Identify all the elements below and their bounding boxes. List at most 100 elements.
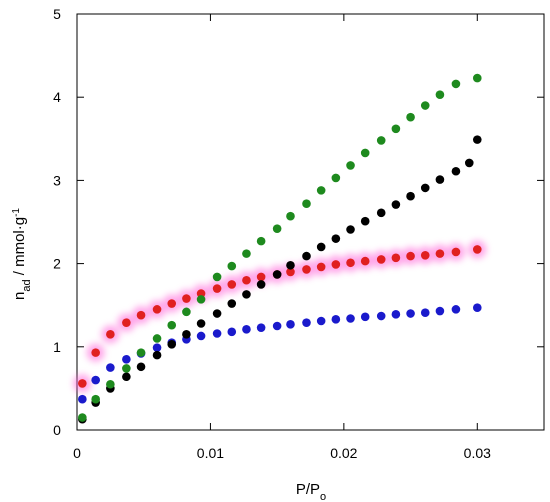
series-2-point <box>435 306 445 316</box>
series-4-point <box>286 211 295 221</box>
series-2-point <box>391 310 401 319</box>
series-2-point <box>152 343 162 352</box>
y-axis-title: nad / mmol·g-1 <box>11 208 34 300</box>
series-2-point <box>406 309 415 318</box>
series-4-point <box>360 148 370 158</box>
series-2-point <box>420 308 430 317</box>
series-4-point <box>302 199 311 208</box>
series-4-point <box>152 334 162 343</box>
plot-frame <box>76 13 545 431</box>
series-4-point <box>272 224 282 233</box>
x-tick-label: 0.01 <box>197 445 224 461</box>
y-tick-label: 4 <box>53 89 61 105</box>
series-1-point <box>152 305 162 314</box>
series-4-point <box>227 261 237 271</box>
series-4-point <box>242 249 251 258</box>
data-points-layer <box>78 73 482 424</box>
series-4-point <box>346 161 355 170</box>
series-4-point <box>136 348 146 357</box>
series-1-point <box>256 272 266 282</box>
series-4-point <box>316 186 326 195</box>
series-1-point <box>286 267 295 277</box>
series-3-point <box>464 158 474 168</box>
series-3-point <box>346 225 355 234</box>
x-tick-label: 0.03 <box>464 445 491 461</box>
series-4-point <box>182 307 191 317</box>
series-3-point <box>122 372 131 382</box>
series-2-point <box>91 375 100 385</box>
series-2-point <box>78 394 87 404</box>
series-2-point <box>272 321 282 331</box>
series-4-point <box>435 90 445 100</box>
series-3-point <box>242 290 251 299</box>
series-2-point <box>106 363 115 372</box>
series-1-point <box>451 247 461 257</box>
series-2-point <box>331 315 341 324</box>
series-4-point <box>212 272 222 282</box>
series-1-point <box>472 245 482 254</box>
series-4-point <box>91 394 100 404</box>
x-tick-label: 0.02 <box>330 445 357 461</box>
series-2-point <box>472 303 482 312</box>
series-3-point <box>136 362 146 372</box>
series-4-point <box>167 320 177 330</box>
y-tick-label: 2 <box>53 256 61 272</box>
series-1-point <box>346 258 355 268</box>
series-4-point <box>420 101 430 110</box>
series-1-point <box>182 294 191 303</box>
series-1-point <box>391 253 401 263</box>
series-2-point <box>360 312 370 322</box>
series-1-point <box>435 249 445 258</box>
series-1-point <box>331 260 341 269</box>
series-1-point <box>78 379 87 388</box>
x-axis-title: P/Po <box>296 481 326 502</box>
series-3-point <box>167 340 177 349</box>
series-1-point <box>406 251 415 261</box>
series-3-point <box>302 251 311 261</box>
series-4-point <box>451 79 461 89</box>
series-1-point <box>106 330 115 339</box>
series-3-point <box>472 135 482 144</box>
series-1-point <box>136 310 146 320</box>
series-3-point <box>406 191 415 201</box>
series-3-point <box>451 166 461 176</box>
tick-labels: 0 0.01 0.02 0.03 0 1 2 3 4 5 <box>53 6 491 461</box>
series-2-point <box>286 320 295 329</box>
x-tick-label: 0 <box>73 445 81 461</box>
series-2-point <box>346 314 355 323</box>
series-1-point <box>227 280 237 289</box>
series-1-point <box>242 275 251 285</box>
series-2-point <box>316 316 326 326</box>
series-1-point <box>122 318 131 327</box>
series-1-point <box>212 284 222 293</box>
series-3-point <box>256 280 266 289</box>
series-3-point <box>360 216 370 226</box>
series-1-point <box>91 348 100 357</box>
axis-ticks <box>76 13 544 431</box>
series-3-point <box>227 299 237 308</box>
y-tick-label: 0 <box>53 422 61 438</box>
series-4-point <box>256 236 266 246</box>
series-2-point <box>227 327 237 337</box>
series-2-point <box>376 311 386 321</box>
series-2-point <box>212 329 222 338</box>
series-2-point <box>196 331 206 341</box>
series-3-point <box>391 200 401 209</box>
series-4-point <box>406 112 415 122</box>
series-4-point <box>331 173 341 183</box>
series-1-point <box>302 265 311 274</box>
series-3-point <box>331 234 341 243</box>
series-3-point <box>435 175 445 184</box>
series-3-point <box>152 350 162 360</box>
series-2-point <box>242 325 251 334</box>
series-4-point <box>78 413 87 422</box>
series-3-point <box>316 242 326 252</box>
series-1-point <box>376 255 386 264</box>
series-4-point <box>391 124 401 134</box>
series-4-point <box>196 295 206 304</box>
y-tick-label: 5 <box>53 6 61 22</box>
series-1-point <box>420 250 430 260</box>
series-4-point <box>122 364 131 373</box>
series-3-point <box>272 270 282 279</box>
series-2-point <box>451 305 461 314</box>
